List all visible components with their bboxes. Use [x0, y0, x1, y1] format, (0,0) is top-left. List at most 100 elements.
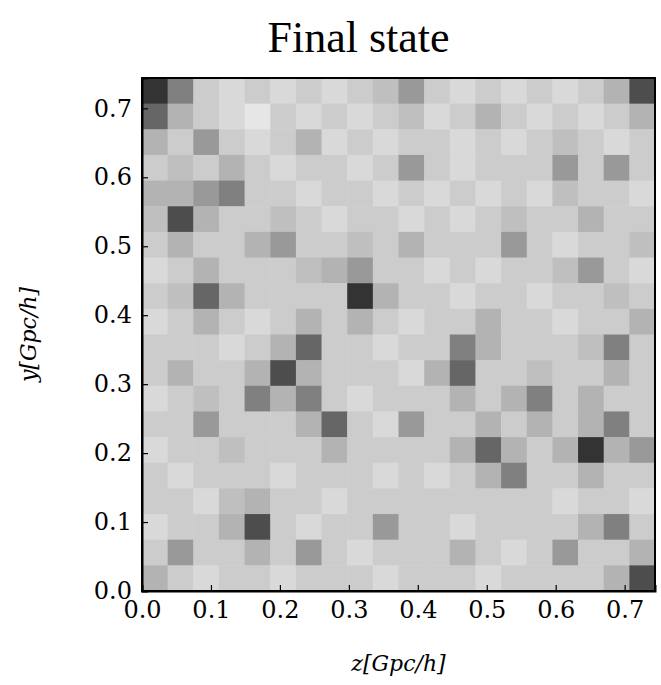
cell [475, 540, 501, 566]
cell [219, 232, 245, 258]
cell [219, 181, 245, 207]
cell [527, 181, 553, 207]
cell [578, 104, 604, 130]
cell [552, 411, 578, 437]
cell [296, 411, 322, 437]
cell [501, 565, 527, 591]
cell [501, 411, 527, 437]
cell [399, 386, 425, 412]
cell [450, 565, 476, 591]
cell [245, 360, 271, 386]
tick: 0.4 [94, 301, 148, 329]
cell [424, 565, 450, 591]
cell [629, 181, 655, 207]
cell [424, 386, 450, 412]
cell [578, 463, 604, 489]
cell [501, 514, 527, 540]
cell [347, 565, 373, 591]
cell [322, 283, 348, 309]
cell [475, 360, 501, 386]
cell [450, 437, 476, 463]
cell [501, 386, 527, 412]
cell [424, 78, 450, 104]
cell [245, 104, 271, 130]
cell [142, 258, 168, 284]
cell [219, 488, 245, 514]
cell [552, 309, 578, 335]
cell [527, 78, 553, 104]
cell [475, 437, 501, 463]
cell [475, 565, 501, 591]
cell [527, 463, 553, 489]
cell [270, 540, 296, 566]
cell [219, 155, 245, 181]
x-axis-title: z[Gpc/h] [350, 651, 446, 676]
cell [296, 104, 322, 130]
cell [604, 155, 630, 181]
cell [270, 129, 296, 155]
cell [219, 78, 245, 104]
cell [399, 78, 425, 104]
tick-label: 0.6 [537, 596, 575, 624]
cell [501, 437, 527, 463]
cell [168, 411, 194, 437]
cell [475, 104, 501, 130]
cell [142, 463, 168, 489]
cell [296, 283, 322, 309]
cell [168, 206, 194, 232]
cell [142, 540, 168, 566]
cell [399, 437, 425, 463]
cell [347, 232, 373, 258]
cell [450, 78, 476, 104]
cell [629, 437, 655, 463]
cell [527, 104, 553, 130]
cell [296, 309, 322, 335]
cell [604, 437, 630, 463]
cell [373, 104, 399, 130]
cell [629, 129, 655, 155]
cell [424, 514, 450, 540]
cell [629, 463, 655, 489]
cell [322, 258, 348, 284]
cell [322, 386, 348, 412]
cell [450, 540, 476, 566]
cell [475, 129, 501, 155]
cell [322, 488, 348, 514]
cell [219, 514, 245, 540]
cell [142, 181, 168, 207]
cell [552, 463, 578, 489]
cell [578, 232, 604, 258]
cell [347, 463, 373, 489]
cell [373, 488, 399, 514]
cell [399, 258, 425, 284]
cell [168, 488, 194, 514]
cell [168, 283, 194, 309]
cell [450, 283, 476, 309]
cell [629, 360, 655, 386]
tick-label: 0.5 [468, 596, 506, 624]
cell [527, 514, 553, 540]
cell [527, 258, 553, 284]
cell [475, 258, 501, 284]
cell [245, 514, 271, 540]
cell [578, 386, 604, 412]
cell [604, 283, 630, 309]
cell [373, 514, 399, 540]
cell [578, 411, 604, 437]
cell [193, 463, 219, 489]
cell [168, 386, 194, 412]
cell [219, 206, 245, 232]
cell [270, 104, 296, 130]
y-axis-title: y[Gpc/h] [16, 287, 41, 384]
cell [604, 104, 630, 130]
cell [322, 206, 348, 232]
cell [475, 181, 501, 207]
cell [296, 514, 322, 540]
cell [322, 565, 348, 591]
cell [373, 181, 399, 207]
cell [450, 129, 476, 155]
cell [399, 488, 425, 514]
cell [450, 232, 476, 258]
cell [142, 283, 168, 309]
cell [604, 181, 630, 207]
